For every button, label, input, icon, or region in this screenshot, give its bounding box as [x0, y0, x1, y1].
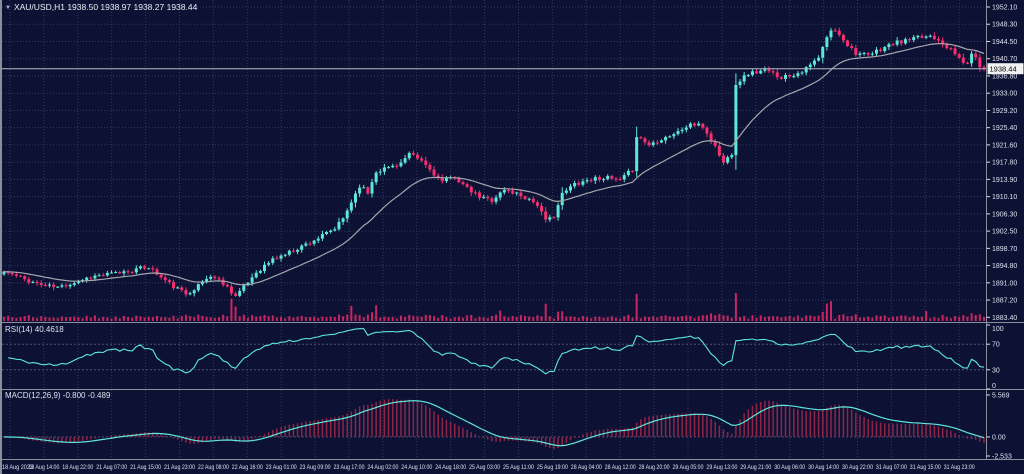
svg-text:31 Aug 07:00: 31 Aug 07:00 — [876, 464, 907, 471]
svg-text:70: 70 — [992, 342, 1000, 349]
svg-text:1944.50: 1944.50 — [992, 39, 1017, 46]
svg-text:22 Aug 08:00: 22 Aug 08:00 — [198, 464, 229, 471]
svg-text:0.00: 0.00 — [992, 434, 1006, 441]
svg-text:1902.50: 1902.50 — [992, 229, 1017, 236]
svg-text:1891.00: 1891.00 — [992, 280, 1017, 287]
svg-text:21 Aug 15:00: 21 Aug 15:00 — [130, 464, 161, 471]
svg-text:1952.10: 1952.10 — [992, 5, 1017, 12]
svg-text:18 Aug 14:00: 18 Aug 14:00 — [28, 464, 59, 471]
bid-price-line: 1938.44 — [0, 63, 1024, 75]
svg-text:24 Aug 10:00: 24 Aug 10:00 — [401, 464, 432, 471]
svg-text:29 Aug 05:00: 29 Aug 05:00 — [673, 464, 704, 471]
svg-text:18 Aug 22:00: 18 Aug 22:00 — [62, 464, 93, 471]
svg-text:1887.20: 1887.20 — [992, 298, 1017, 305]
rsi-indicator-label: RSI(14) 40.4618 — [5, 325, 64, 334]
symbol-ohlc-readout: XAU/USD,H1 1938.50 1938.97 1938.27 1938.… — [13, 2, 198, 12]
svg-text:1898.70: 1898.70 — [992, 246, 1017, 253]
svg-text:18 Aug 2023: 18 Aug 2023 — [2, 464, 33, 471]
svg-text:21 Aug 23:00: 21 Aug 23:00 — [164, 464, 195, 471]
svg-text:5.569: 5.569 — [992, 393, 1010, 400]
macd-pane — [2, 399, 987, 450]
svg-text:21 Aug 07:00: 21 Aug 07:00 — [96, 464, 127, 471]
svg-text:31 Aug 15:00: 31 Aug 15:00 — [910, 464, 941, 471]
svg-text:-2.533: -2.533 — [992, 454, 1012, 461]
svg-text:22 Aug 16:00: 22 Aug 16:00 — [232, 464, 263, 471]
svg-text:100: 100 — [992, 326, 1004, 333]
svg-text:1925.40: 1925.40 — [992, 125, 1017, 132]
svg-text:25 Aug 03:00: 25 Aug 03:00 — [469, 464, 500, 471]
svg-text:28 Aug 20:00: 28 Aug 20:00 — [639, 464, 670, 471]
svg-text:29 Aug 21:00: 29 Aug 21:00 — [740, 464, 771, 471]
svg-text:1938.44: 1938.44 — [990, 64, 1017, 73]
svg-text:0: 0 — [992, 383, 996, 390]
svg-text:24 Aug 02:00: 24 Aug 02:00 — [367, 464, 398, 471]
svg-text:30 Aug 06:00: 30 Aug 06:00 — [774, 464, 805, 471]
symbol-marker-icon[interactable]: ▼ — [5, 5, 11, 11]
svg-text:23 Aug 01:00: 23 Aug 01:00 — [266, 464, 297, 471]
svg-text:31 Aug 23:00: 31 Aug 23:00 — [944, 464, 975, 471]
svg-text:25 Aug 11:00: 25 Aug 11:00 — [503, 464, 534, 471]
svg-text:1936.80: 1936.80 — [992, 73, 1017, 80]
volume-layer — [3, 293, 985, 321]
svg-text:28 Aug 12:00: 28 Aug 12:00 — [605, 464, 636, 471]
svg-text:29 Aug 13:00: 29 Aug 13:00 — [706, 464, 737, 471]
price-axis[interactable]: 1952.10 1948.30 1944.50 1940.70 1936.80 1933.… — [986, 5, 1018, 461]
svg-text:1913.90: 1913.90 — [992, 177, 1017, 184]
svg-text:1948.30: 1948.30 — [992, 22, 1017, 29]
svg-text:1906.30: 1906.30 — [992, 211, 1017, 218]
candles-layer — [2, 27, 986, 298]
svg-text:1910.10: 1910.10 — [992, 194, 1017, 201]
svg-text:1883.40: 1883.40 — [992, 315, 1017, 322]
svg-text:1917.80: 1917.80 — [992, 160, 1017, 167]
svg-text:30 Aug 14:00: 30 Aug 14:00 — [808, 464, 839, 471]
macd-indicator-label: MACD(12,26,9) -0.800 -0.489 — [5, 391, 111, 400]
svg-text:28 Aug 04:00: 28 Aug 04:00 — [571, 464, 602, 471]
svg-text:23 Aug 17:00: 23 Aug 17:00 — [334, 464, 365, 471]
svg-text:24 Aug 18:00: 24 Aug 18:00 — [435, 464, 466, 471]
ma-line — [3, 42, 985, 286]
rsi-pane — [2, 328, 987, 375]
grid-layer — [2, 0, 987, 460]
svg-text:30 Aug 22:00: 30 Aug 22:00 — [842, 464, 873, 471]
svg-text:1933.00: 1933.00 — [992, 91, 1017, 98]
svg-text:25 Aug 19:00: 25 Aug 19:00 — [537, 464, 568, 471]
svg-text:1894.80: 1894.80 — [992, 263, 1017, 270]
svg-text:1921.60: 1921.60 — [992, 142, 1017, 149]
chart-title: ▼ XAU/USD,H1 1938.50 1938.97 1938.27 1938… — [5, 2, 197, 12]
svg-text:23 Aug 09:00: 23 Aug 09:00 — [300, 464, 331, 471]
svg-text:1929.20: 1929.20 — [992, 108, 1017, 115]
svg-text:30: 30 — [992, 367, 1000, 374]
svg-text:1940.70: 1940.70 — [992, 56, 1017, 63]
